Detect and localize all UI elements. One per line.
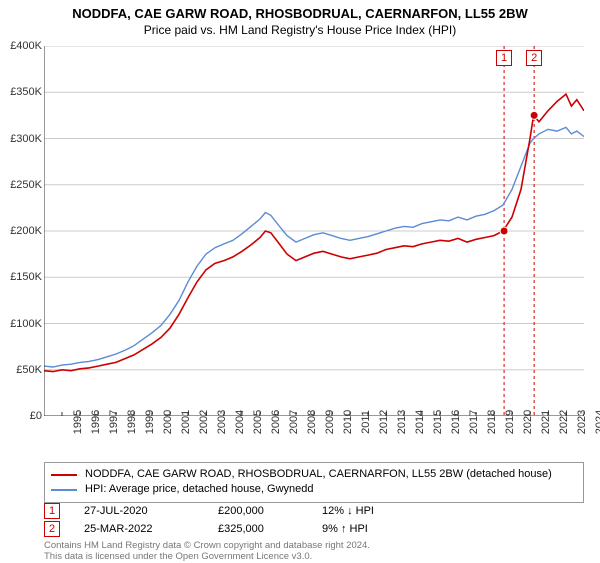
y-tick-label: £150K bbox=[10, 271, 42, 283]
annotation-price: £325,000 bbox=[218, 523, 298, 535]
chart-title: NODDFA, CAE GARW ROAD, RHOSBODRUAL, CAER… bbox=[0, 6, 600, 21]
y-tick-label: £300K bbox=[10, 133, 42, 145]
y-tick-label: £0 bbox=[30, 410, 42, 422]
annotation-number: 2 bbox=[44, 521, 60, 537]
y-tick-label: £50K bbox=[16, 364, 42, 376]
legend-label: NODDFA, CAE GARW ROAD, RHOSBODRUAL, CAER… bbox=[85, 467, 552, 482]
footer-line-2: This data is licensed under the Open Gov… bbox=[44, 551, 370, 562]
annotation-table: 1 27-JUL-2020 £200,000 12% ↓ HPI 2 25-MAR-202… bbox=[44, 502, 584, 538]
sale-marker-1: 1 bbox=[496, 50, 512, 66]
legend-swatch bbox=[51, 474, 77, 476]
x-tick-label: 2025 bbox=[584, 410, 600, 434]
annotation-row: 2 25-MAR-2022 £325,000 9% ↑ HPI bbox=[44, 520, 584, 538]
chart-plot-area bbox=[44, 46, 584, 416]
annotation-date: 25-MAR-2022 bbox=[84, 523, 194, 535]
annotation-row: 1 27-JUL-2020 £200,000 12% ↓ HPI bbox=[44, 502, 584, 520]
legend-item: NODDFA, CAE GARW ROAD, RHOSBODRUAL, CAER… bbox=[51, 467, 577, 482]
chart-container: NODDFA, CAE GARW ROAD, RHOSBODRUAL, CAER… bbox=[0, 0, 600, 560]
attribution-footer: Contains HM Land Registry data © Crown c… bbox=[44, 540, 370, 563]
legend-item: HPI: Average price, detached house, Gwyn… bbox=[51, 482, 577, 497]
chart-subtitle: Price paid vs. HM Land Registry's House … bbox=[0, 23, 600, 37]
title-block: NODDFA, CAE GARW ROAD, RHOSBODRUAL, CAER… bbox=[0, 0, 600, 37]
y-tick-label: £200K bbox=[10, 225, 42, 237]
annotation-diff: 12% ↓ HPI bbox=[322, 505, 422, 517]
footer-line-1: Contains HM Land Registry data © Crown c… bbox=[44, 540, 370, 551]
annotation-price: £200,000 bbox=[218, 505, 298, 517]
annotation-date: 27-JUL-2020 bbox=[84, 505, 194, 517]
chart-svg bbox=[44, 46, 584, 416]
legend-label: HPI: Average price, detached house, Gwyn… bbox=[85, 482, 314, 497]
legend: NODDFA, CAE GARW ROAD, RHOSBODRUAL, CAER… bbox=[44, 462, 584, 503]
legend-swatch bbox=[51, 489, 77, 491]
annotation-diff: 9% ↑ HPI bbox=[322, 523, 422, 535]
annotation-number: 1 bbox=[44, 503, 60, 519]
y-tick-label: £250K bbox=[10, 179, 42, 191]
sale-marker-2: 2 bbox=[526, 50, 542, 66]
y-tick-label: £400K bbox=[10, 40, 42, 52]
y-tick-label: £100K bbox=[10, 318, 42, 330]
y-tick-label: £350K bbox=[10, 86, 42, 98]
